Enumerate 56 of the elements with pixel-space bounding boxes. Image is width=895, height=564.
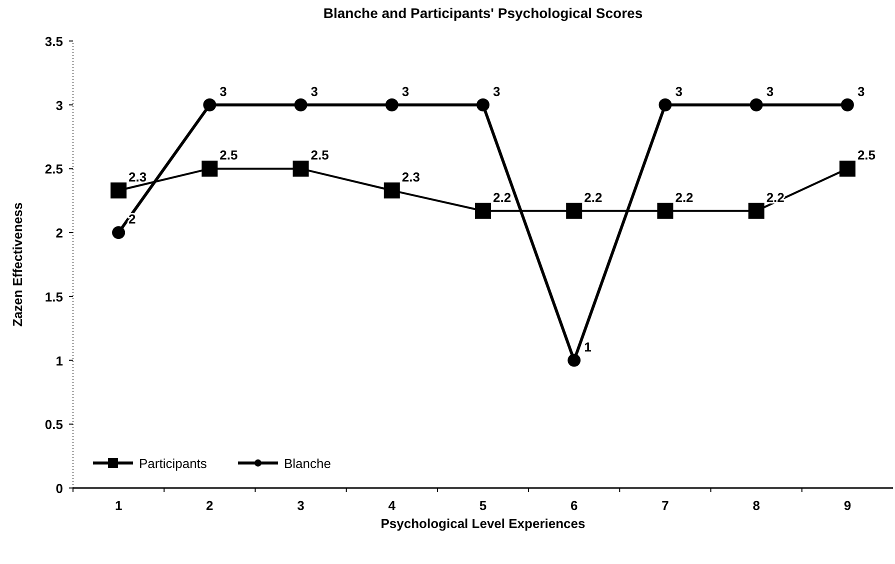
point	[657, 202, 674, 219]
y-tick-label: 0	[56, 481, 63, 496]
y-axis-title: Zazen Effectiveness	[10, 202, 25, 327]
data-label: 3	[857, 84, 865, 99]
chart-title: Blanche and Participants' Psychological Scores	[323, 5, 643, 21]
point	[203, 98, 216, 112]
data-label: 2.5	[310, 148, 329, 163]
point	[840, 98, 854, 112]
data-label: 2.3	[402, 169, 420, 184]
point	[112, 226, 126, 240]
data-label: 1	[584, 339, 592, 354]
data-label: 3	[402, 84, 410, 99]
point	[385, 98, 398, 112]
y-tick-label: 2.5	[44, 162, 63, 177]
y-tick-label: 3.5	[44, 34, 63, 49]
data-label: 3	[675, 84, 682, 99]
point	[566, 202, 582, 219]
data-label: 3	[310, 84, 318, 99]
data-label: 3	[493, 84, 500, 99]
point	[110, 182, 127, 198]
legend-label: Participants	[139, 456, 208, 471]
x-axis-title: Psychological Level Experiences	[380, 516, 586, 531]
x-tick-label: 6	[570, 498, 578, 513]
point	[568, 354, 581, 367]
y-tick-label: 3	[56, 98, 63, 113]
point	[839, 160, 856, 177]
y-tick-label: 1	[56, 353, 63, 368]
point	[475, 202, 491, 219]
legend-label: Blanche	[284, 456, 331, 471]
point	[748, 202, 764, 219]
x-tick-label: 1	[114, 498, 122, 513]
point	[658, 98, 672, 112]
y-tick-label: 0.5	[44, 417, 63, 432]
y-tick-label: 1.5	[44, 289, 63, 304]
x-tick-label: 7	[662, 498, 669, 513]
point	[384, 182, 400, 198]
data-label: 3	[766, 84, 774, 99]
data-label: 2.3	[128, 169, 147, 184]
point	[750, 98, 763, 112]
data-label: 2.2	[675, 190, 694, 205]
x-tick-label: 2	[206, 498, 214, 513]
point	[292, 160, 309, 177]
x-tick-label: 4	[388, 498, 396, 513]
point	[294, 98, 308, 112]
x-tick-label: 9	[844, 498, 852, 513]
x-tick-label: 3	[297, 498, 304, 513]
point	[202, 160, 218, 177]
point	[476, 98, 490, 112]
x-tick-label: 8	[752, 498, 760, 513]
data-label: 3	[220, 84, 227, 99]
data-label: 2.5	[220, 148, 238, 163]
data-label: 2.5	[857, 148, 876, 163]
data-label: 2.2	[493, 190, 512, 205]
y-tick-label: 2	[56, 226, 63, 241]
x-tick-label: 5	[479, 498, 487, 513]
data-label: 2.2	[584, 190, 602, 205]
